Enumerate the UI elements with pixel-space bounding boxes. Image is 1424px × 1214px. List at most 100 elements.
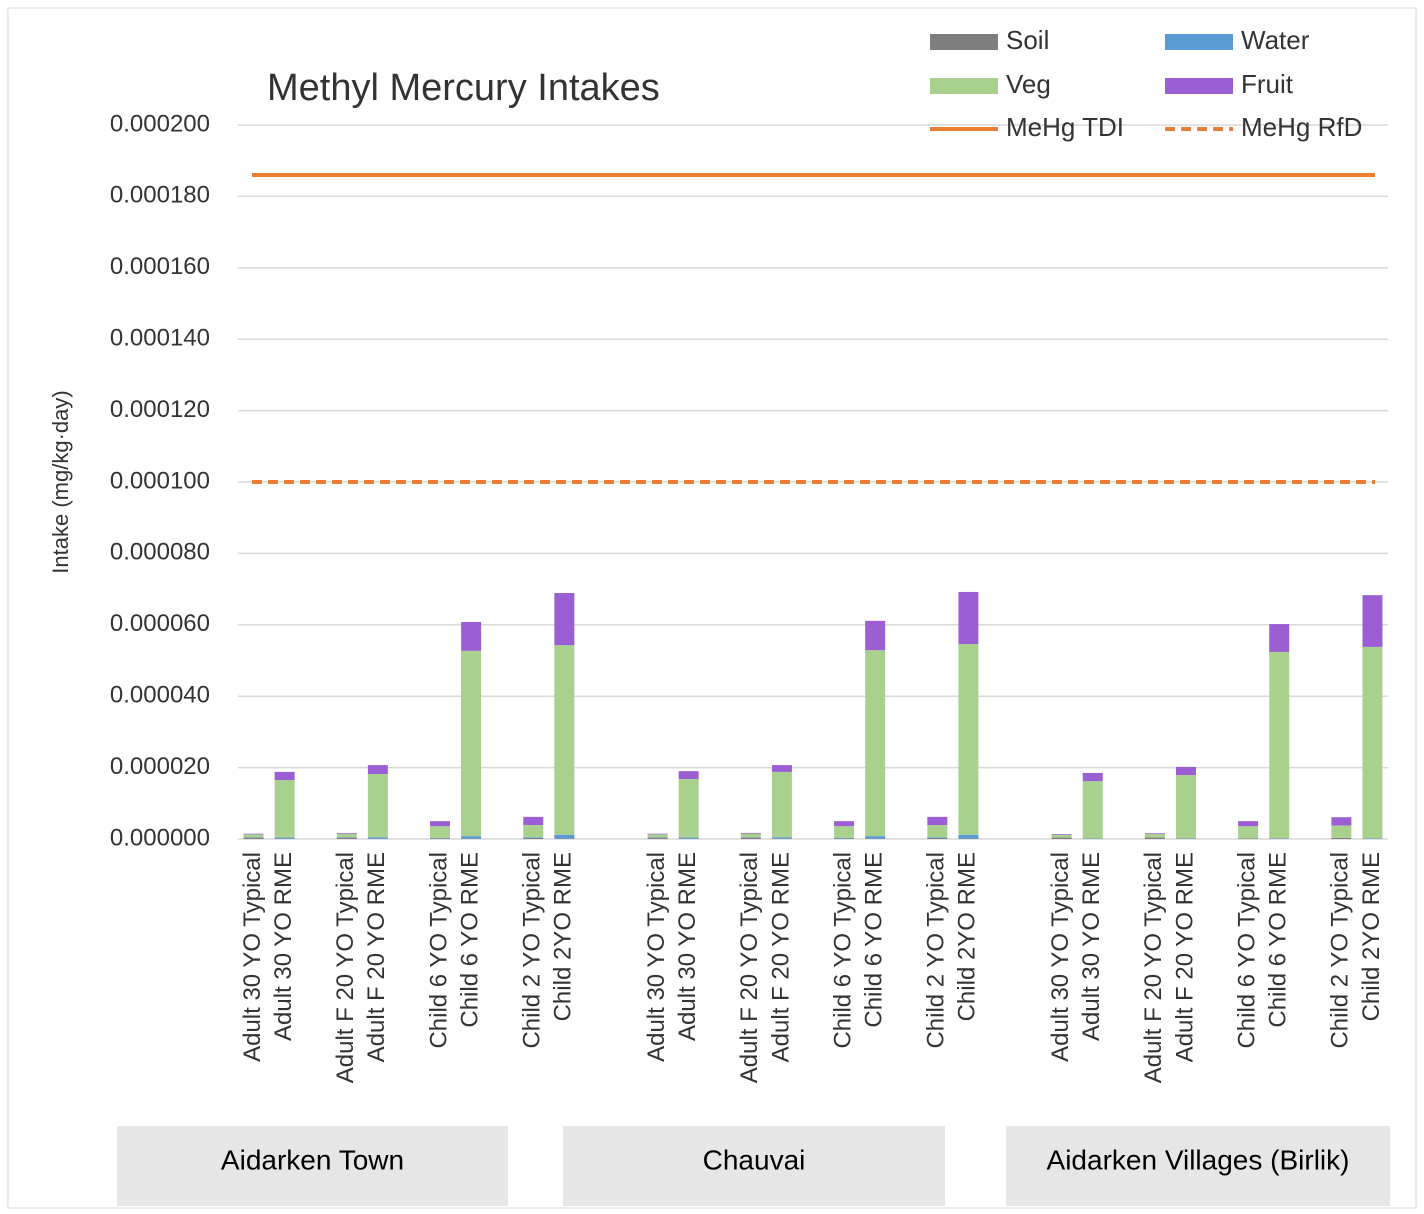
bar-segment <box>1051 834 1072 838</box>
bar-segment <box>461 621 482 651</box>
bar-segment <box>771 771 792 838</box>
bar-segment <box>740 833 761 838</box>
bar-segment <box>461 650 482 837</box>
bar-segment <box>274 771 295 781</box>
bar-segment <box>927 825 948 838</box>
x-tick-label: Adult F 20 YO RME <box>363 852 390 1062</box>
bar-segment <box>1238 826 1259 839</box>
legend-label: MeHg RfD <box>1241 112 1362 142</box>
y-tick-label: 0.000200 <box>110 110 210 137</box>
x-tick-label: Child 6 YO RME <box>1265 852 1292 1028</box>
x-tick-label: Child 2 YO Typical <box>519 852 546 1049</box>
bar-segment <box>1331 817 1352 826</box>
bar-segment <box>740 837 761 839</box>
bar-segment <box>865 650 886 837</box>
group-box <box>563 1126 945 1206</box>
bar-segment <box>430 821 451 827</box>
x-tick-label: Adult 30 YO Typical <box>239 852 266 1062</box>
bar-segment <box>1082 781 1103 839</box>
x-tick-label: Child 6 YO Typical <box>1233 852 1260 1049</box>
bar-segment <box>1331 825 1352 838</box>
x-tick-label: Adult F 20 YO RME <box>767 852 794 1062</box>
bar-segment <box>927 816 948 826</box>
bar-segment <box>865 620 886 651</box>
x-tick-label: Adult 30 YO RME <box>1078 852 1105 1041</box>
bar-segment <box>243 837 264 839</box>
bar-segment <box>1082 772 1103 782</box>
legend-label: Fruit <box>1241 69 1294 99</box>
x-tick-label: Child 2YO RME <box>550 852 577 1021</box>
x-tick-label: Adult F 20 YO Typical <box>332 852 359 1083</box>
bar-segment <box>1175 766 1196 776</box>
y-tick-label: 0.000000 <box>110 824 210 851</box>
bar-segment <box>367 837 388 839</box>
y-tick-label: 0.000160 <box>110 253 210 280</box>
y-tick-label: 0.000180 <box>110 182 210 209</box>
bar-segment <box>430 838 451 839</box>
bar-segment <box>274 780 295 838</box>
y-tick-label: 0.000040 <box>110 682 210 709</box>
x-tick-label: Adult F 20 YO Typical <box>736 852 763 1083</box>
bar-segment <box>771 837 792 839</box>
bar-segment <box>647 834 668 838</box>
bar-segment <box>430 826 451 838</box>
bar-segment <box>336 837 357 839</box>
bar-segment <box>958 644 979 835</box>
bar-segment <box>1269 651 1290 839</box>
bar-segment <box>1238 821 1259 827</box>
bar-segment <box>958 834 979 839</box>
bar-segment <box>367 765 388 775</box>
x-tick-label: Child 2 YO Typical <box>923 852 950 1049</box>
legend-label: Water <box>1241 25 1310 55</box>
x-tick-label: Adult 30 YO Typical <box>643 852 670 1062</box>
bar-segment <box>1269 624 1290 652</box>
legend-label: Soil <box>1006 25 1049 55</box>
x-tick-label: Child 6 YO RME <box>456 852 483 1028</box>
chart-title: Methyl Mercury Intakes <box>267 67 660 109</box>
y-tick-label: 0.000140 <box>110 325 210 352</box>
group-box <box>1006 1126 1390 1206</box>
bar-segment <box>678 779 699 838</box>
bar-segment <box>1331 837 1352 839</box>
bar-segment <box>834 838 855 839</box>
bar-segment <box>1362 595 1383 647</box>
legend-swatch <box>930 34 998 50</box>
y-tick-label: 0.000100 <box>110 467 210 494</box>
bar-segment <box>740 832 761 834</box>
x-tick-label: Adult F 20 YO RME <box>1171 852 1198 1062</box>
x-tick-label: Child 6 YO Typical <box>425 852 452 1049</box>
bar-segment <box>367 774 388 838</box>
bar-segment <box>1051 837 1072 839</box>
x-tick-label: Child 6 YO RME <box>861 852 888 1028</box>
y-tick-label: 0.000060 <box>110 610 210 637</box>
bar-segment <box>461 836 482 839</box>
bar-segment <box>243 833 264 835</box>
bar-segment <box>927 837 948 839</box>
x-tick-label: Child 2 YO Typical <box>1327 852 1354 1049</box>
bar-segment <box>927 837 948 838</box>
bar-segment <box>678 837 699 839</box>
bar-segment <box>1362 646 1383 839</box>
bar-segment <box>958 591 979 645</box>
group-label: Chauvai <box>703 1144 806 1175</box>
bar-segment <box>1144 833 1165 835</box>
x-tick-label: Child 2YO RME <box>954 852 981 1021</box>
bar-segment <box>336 832 357 834</box>
bar-segment <box>523 816 544 826</box>
x-tick-label: Adult 30 YO RME <box>270 852 297 1041</box>
bar-segment <box>678 771 699 780</box>
legend-swatch <box>930 78 998 94</box>
group-box <box>117 1126 508 1206</box>
bar-segment <box>243 834 264 838</box>
bar-segment <box>554 645 575 835</box>
group-label: Aidarken Town <box>221 1144 404 1175</box>
bar-segment <box>554 593 575 646</box>
y-tick-label: 0.000020 <box>110 753 210 780</box>
bar-segment <box>523 837 544 838</box>
bar-segment <box>523 837 544 839</box>
y-tick-label: 0.000080 <box>110 539 210 566</box>
bar-segment <box>1144 837 1165 839</box>
x-tick-label: Child 6 YO Typical <box>829 852 856 1049</box>
chart-border <box>7 7 1417 1209</box>
bar-segment <box>647 833 668 835</box>
